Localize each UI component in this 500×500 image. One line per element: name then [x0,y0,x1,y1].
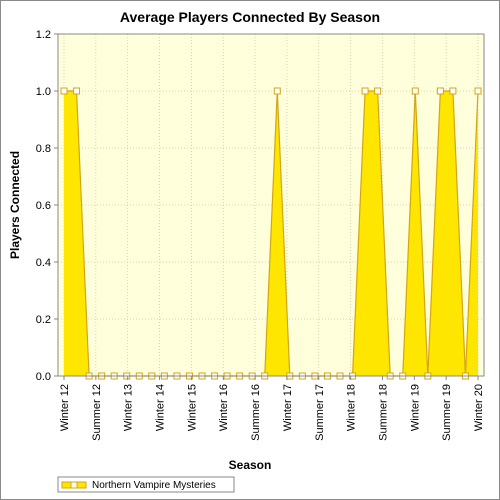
legend-label: Northern Vampire Mysteries [92,480,216,491]
x-axis-label: Season [229,458,272,472]
x-tick-label: Winter 17 [282,384,294,431]
legend-box [57,476,235,493]
y-axis-label: Players Connected [8,151,22,259]
y-tick-label: 0.6 [36,200,51,212]
x-tick-label: Summer 16 [250,384,262,441]
data-point [411,87,419,95]
y-tick-label: 1.2 [36,29,51,41]
data-point [449,87,457,95]
legend: Northern Vampire Mysteries [57,476,235,493]
data-point [273,87,281,95]
chart-title: Average Players Connected By Season [120,9,380,25]
data-point [73,87,81,95]
x-tick-label: Winter 12 [59,384,71,431]
y-tick-label: 0.8 [36,143,51,155]
data-point [436,87,444,95]
x-tick-label: Summer 17 [314,384,326,441]
y-axis-ticks: 0.0 0.2 0.4 0.6 0.8 1.0 1.2 [36,29,58,383]
x-axis-ticks: Winter 12 Summer 12 Winter 13 Winter 14 Wint… [59,376,485,441]
x-tick-label: Winter 19 [409,384,421,431]
data-point [374,87,382,95]
x-tick-label: Winter 16 [218,384,230,431]
x-tick-label: Summer 19 [441,384,453,441]
y-tick-label: 0.0 [36,371,51,383]
x-tick-label: Summer 12 [91,384,103,441]
x-tick-label: Winter 15 [186,384,198,431]
x-tick-label: Winter 13 [123,384,135,431]
x-tick-label: Winter 14 [155,384,167,431]
legend-marker [70,481,78,489]
x-tick-label: Summer 18 [377,384,389,441]
x-tick-label: Winter 18 [346,384,358,431]
x-tick-label: Winter 20 [473,384,485,431]
data-point [361,87,369,95]
data-point [60,87,68,95]
y-tick-label: 0.4 [36,257,51,269]
y-tick-label: 0.2 [36,314,51,326]
data-point [474,87,482,95]
y-tick-label: 1.0 [36,86,51,98]
